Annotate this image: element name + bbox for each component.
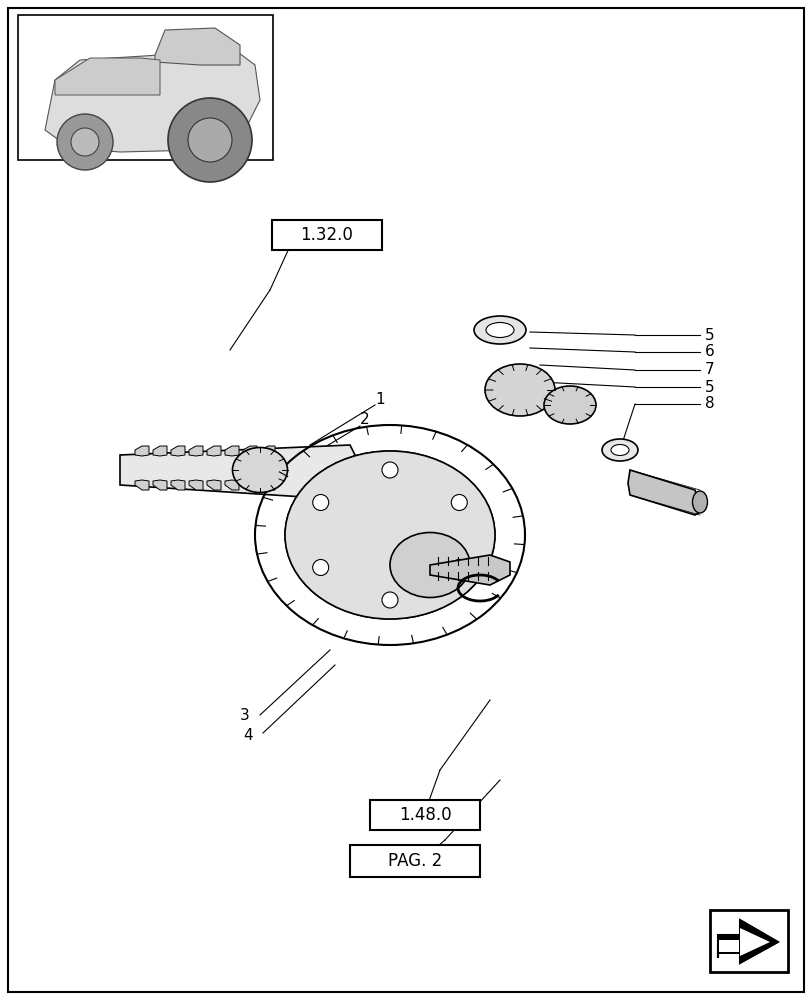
Polygon shape: [135, 480, 148, 490]
Polygon shape: [207, 446, 221, 456]
Polygon shape: [207, 480, 221, 490]
Circle shape: [451, 560, 466, 576]
Circle shape: [71, 128, 99, 156]
Polygon shape: [189, 480, 203, 490]
Polygon shape: [430, 555, 509, 585]
Polygon shape: [242, 446, 257, 456]
Ellipse shape: [486, 322, 513, 338]
Bar: [717, 938, 739, 954]
Ellipse shape: [543, 386, 595, 424]
Bar: [370, 800, 479, 830]
Polygon shape: [739, 922, 777, 962]
Text: 1: 1: [375, 392, 384, 408]
Ellipse shape: [232, 448, 287, 492]
Polygon shape: [55, 58, 160, 95]
Text: 5: 5: [704, 328, 714, 342]
Bar: [350, 845, 479, 877]
Polygon shape: [260, 480, 275, 490]
Bar: [18, 15, 272, 160]
Circle shape: [312, 560, 328, 576]
Ellipse shape: [484, 364, 554, 416]
Circle shape: [168, 98, 251, 182]
Text: 6: 6: [704, 344, 714, 360]
Polygon shape: [717, 920, 777, 963]
Polygon shape: [189, 446, 203, 456]
Polygon shape: [717, 920, 777, 963]
Ellipse shape: [610, 444, 629, 456]
Text: 5: 5: [704, 379, 714, 394]
Text: 1.32.0: 1.32.0: [300, 226, 353, 244]
Polygon shape: [152, 480, 167, 490]
Ellipse shape: [285, 451, 495, 619]
Bar: [709, 910, 787, 972]
Text: 3: 3: [240, 708, 250, 722]
Text: PAG. 2: PAG. 2: [388, 852, 441, 870]
Polygon shape: [260, 446, 275, 456]
Text: 1.48.0: 1.48.0: [398, 806, 451, 824]
Polygon shape: [242, 480, 257, 490]
Polygon shape: [739, 928, 769, 956]
Circle shape: [57, 114, 113, 170]
Text: 8: 8: [704, 396, 714, 412]
Circle shape: [381, 462, 397, 478]
Text: 4: 4: [242, 728, 252, 742]
Circle shape: [451, 494, 466, 510]
Text: 2: 2: [360, 412, 369, 428]
Polygon shape: [225, 480, 238, 490]
Polygon shape: [45, 45, 260, 152]
Text: 7: 7: [704, 362, 714, 377]
Circle shape: [312, 494, 328, 510]
Polygon shape: [171, 480, 185, 490]
Ellipse shape: [601, 439, 637, 461]
Polygon shape: [152, 446, 167, 456]
Polygon shape: [225, 446, 238, 456]
Circle shape: [381, 592, 397, 608]
Polygon shape: [627, 470, 699, 515]
Polygon shape: [135, 446, 148, 456]
Ellipse shape: [474, 316, 526, 344]
Ellipse shape: [692, 491, 706, 513]
Circle shape: [188, 118, 232, 162]
Polygon shape: [120, 445, 354, 500]
Bar: [272, 220, 381, 250]
Bar: [718, 940, 738, 952]
Polygon shape: [171, 446, 185, 456]
Polygon shape: [155, 28, 240, 65]
Ellipse shape: [389, 532, 470, 597]
